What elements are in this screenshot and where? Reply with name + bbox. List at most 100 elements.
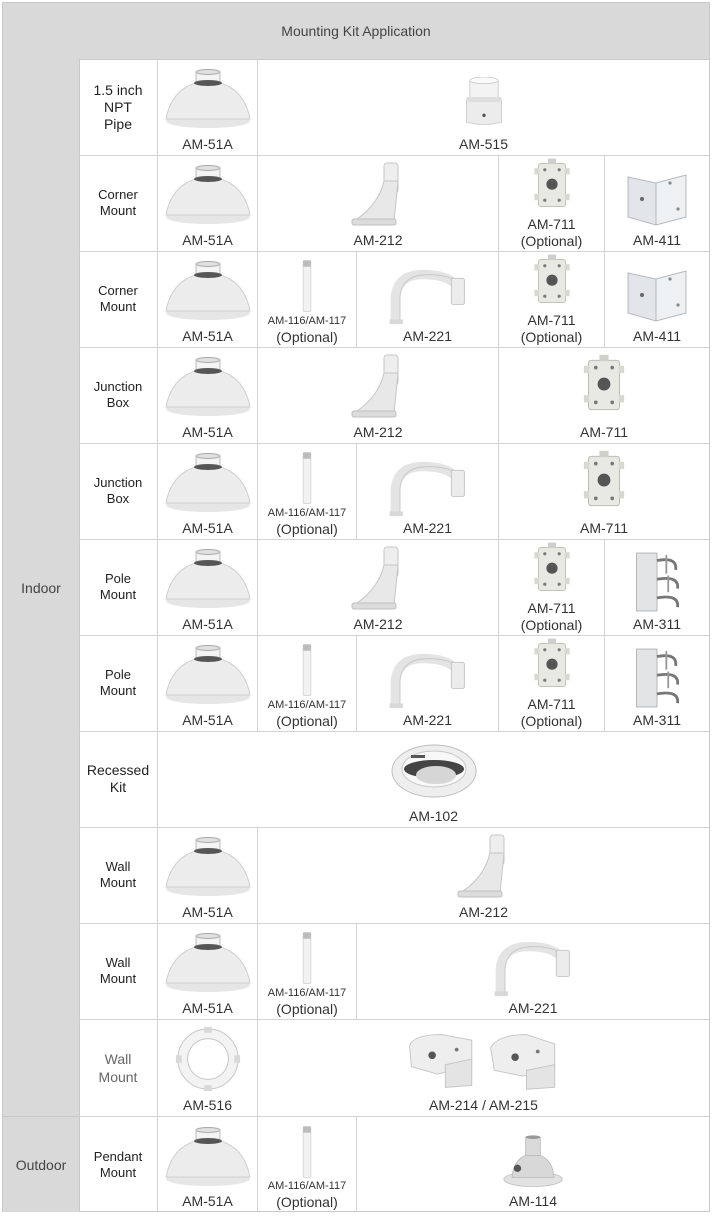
am-311-image: [629, 549, 685, 615]
kit-caption: AM-116/AM-117 (Optional): [258, 986, 356, 1018]
kit-cell: AM-102: [158, 731, 709, 827]
kit-name: AM-114: [509, 1193, 557, 1209]
kit-name: AM-711: [580, 520, 628, 536]
kit-name: AM-116/AM-117: [267, 507, 347, 519]
kit-cell: AM-116/AM-117 (Optional): [258, 443, 357, 539]
table-row: Pendant Mount AM-51A AM-116/AM-117 (Optio…: [79, 1116, 709, 1212]
kit-name: AM-221: [508, 1000, 558, 1016]
table-row: 1.5 inch NPT Pipe AM-51A AM-515: [79, 59, 709, 156]
kit-name: AM-411: [633, 328, 681, 344]
am-711-image: [529, 253, 575, 309]
am-116-image: [299, 643, 315, 697]
kit-note: (Optional): [276, 521, 338, 537]
kit-cell: AM-51A: [158, 155, 258, 251]
kit-name: AM-212: [458, 904, 509, 920]
kit-name: AM-515: [458, 136, 509, 152]
am-711-image: [529, 157, 575, 213]
table-row: Corner Mount AM-51A AM-212 AM-711 (Option…: [79, 155, 709, 252]
am-51a-image: [163, 549, 253, 609]
row-label: Wall Mount: [79, 827, 158, 923]
table-row: Wall Mount AM-516 AM-214 / AM-215: [79, 1019, 709, 1117]
kit-cell: AM-51A: [158, 539, 258, 635]
kit-name: AM-51A: [182, 136, 233, 152]
am-116-image: [299, 931, 315, 985]
am-51a-image: [163, 261, 253, 321]
kit-cell: AM-221: [357, 923, 709, 1019]
am-114-image: [501, 1133, 565, 1189]
kit-name: AM-221: [402, 328, 453, 344]
kit-cell: AM-51A: [158, 827, 258, 923]
kit-name: AM-221: [402, 712, 453, 728]
kit-note: (Optional): [520, 713, 583, 729]
kit-cell: AM-212: [258, 155, 499, 251]
table-title: Mounting Kit Application: [281, 23, 431, 39]
kit-name: AM-51A: [182, 712, 233, 728]
kit-note: (Optional): [520, 329, 583, 345]
row-label: 1.5 inch NPT Pipe: [79, 59, 158, 155]
kit-cell: AM-51A: [158, 347, 258, 443]
am-711-image: [579, 449, 629, 513]
kit-name: AM-51A: [182, 520, 233, 536]
kit-note: (Optional): [520, 617, 583, 633]
row-label: Recessed Kit: [79, 731, 158, 827]
am-311-image: [629, 645, 685, 711]
kit-name: AM-214 / AM-215: [429, 1097, 538, 1113]
am-212-image: [348, 545, 408, 615]
table-row: Junction Box AM-51A AM-212 AM-711: [79, 347, 709, 444]
kit-cell: AM-212: [258, 827, 709, 923]
kit-cell: AM-411: [605, 251, 709, 347]
kit-name: AM-51A: [182, 616, 233, 632]
am-51a-image: [163, 837, 253, 897]
kit-cell: AM-221: [357, 443, 499, 539]
kit-name: AM-516: [182, 1097, 233, 1113]
kit-cell: AM-311: [605, 539, 709, 635]
kit-cell: AM-116/AM-117 (Optional): [258, 635, 357, 731]
table-header: Mounting Kit Application: [3, 3, 709, 60]
kit-name: AM-116/AM-117: [267, 315, 347, 327]
am-711-image: [579, 353, 629, 417]
am-221-image: [386, 461, 470, 517]
kit-caption: AM-711 (Optional): [499, 600, 604, 634]
am-411-image: [622, 169, 692, 229]
row-label: Junction Box: [79, 347, 158, 443]
kit-name: AM-711: [580, 424, 628, 440]
am-221-image: [491, 941, 575, 997]
am-515-image: [459, 77, 509, 127]
kit-name: AM-51A: [182, 1193, 233, 1209]
kit-cell: AM-711 (Optional): [499, 155, 605, 251]
kit-cell: AM-515: [258, 59, 709, 155]
kit-cell: AM-212: [258, 539, 499, 635]
am-516-image: [174, 1025, 242, 1093]
kit-name: AM-51A: [182, 328, 233, 344]
kit-caption: AM-116/AM-117 (Optional): [258, 1179, 356, 1211]
row-label: Pole Mount: [79, 539, 158, 635]
kit-name: AM-212: [353, 616, 403, 632]
am-214-am-215-image: [399, 1027, 569, 1093]
kit-name: AM-102: [408, 808, 459, 824]
kit-name: AM-51A: [182, 1000, 233, 1016]
table-row: Wall Mount AM-51A AM-212: [79, 827, 709, 924]
am-221-image: [386, 653, 470, 709]
am-51a-image: [163, 357, 253, 417]
kit-cell: AM-116/AM-117 (Optional): [258, 251, 357, 347]
category-outdoor-label: Outdoor: [15, 1156, 67, 1173]
kit-note: (Optional): [276, 329, 338, 345]
kit-cell: AM-116/AM-117 (Optional): [258, 1117, 357, 1212]
row-label: Pole Mount: [79, 635, 158, 731]
kit-note: (Optional): [276, 713, 338, 729]
kit-cell: AM-711: [499, 347, 709, 443]
kit-cell: AM-221: [357, 635, 499, 731]
kit-name: AM-711: [527, 696, 576, 712]
kit-cell: AM-214 / AM-215: [258, 1019, 709, 1116]
kit-cell: AM-51A: [158, 923, 258, 1019]
kit-cell: AM-51A: [158, 59, 258, 155]
row-label: Junction Box: [79, 443, 158, 539]
kit-note: (Optional): [520, 233, 583, 249]
am-102-image: [389, 741, 479, 801]
table-row: Wall Mount AM-51A AM-116/AM-117 (Optional…: [79, 923, 709, 1020]
am-51a-image: [163, 645, 253, 705]
table-row: Pole Mount AM-51A AM-212 AM-711 (Optional…: [79, 539, 709, 636]
category-outdoor: Outdoor: [3, 1116, 80, 1212]
kit-cell: AM-711 (Optional): [499, 539, 605, 635]
